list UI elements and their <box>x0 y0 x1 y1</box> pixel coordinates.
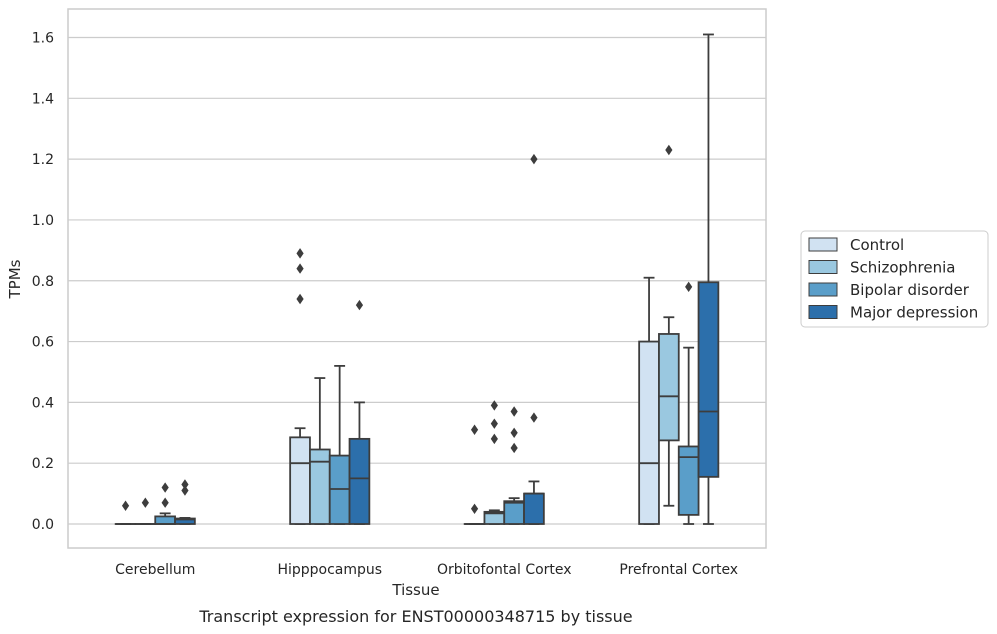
box-iqr <box>697 281 720 478</box>
box-iqr <box>309 448 331 525</box>
x-tick-label: Prefrontal Cortex <box>619 562 738 578</box>
box-iqr <box>523 492 545 525</box>
outlier-point <box>470 424 479 435</box>
outlier-point <box>510 427 518 438</box>
outlier-point <box>510 442 518 454</box>
y-tick-label: 1.2 <box>32 152 54 168</box>
outlier-point <box>161 497 169 508</box>
box-iqr <box>658 333 680 442</box>
legend-label: Bipolar disorder <box>850 281 970 299</box>
outlier-point <box>665 144 673 156</box>
chart-caption: Transcript expression for ENST0000034871… <box>198 607 632 626</box>
box-schizophrenia <box>658 144 680 507</box>
outlier-point <box>530 153 538 165</box>
outlier-point <box>490 418 498 429</box>
boxes <box>114 33 720 525</box>
x-tick-labels: Cerebellum Hipppocampus Orbitofontal Corte… <box>115 562 738 578</box>
y-tick-label: 0.8 <box>32 274 54 290</box>
box-major-depression <box>697 33 720 525</box>
legend-label: Major depression <box>850 304 978 322</box>
box-bipolar-disorder <box>503 406 525 525</box>
y-tick-label: 0.2 <box>32 456 54 472</box>
box-major-depression <box>348 299 371 525</box>
box-schizophrenia <box>483 400 506 525</box>
x-axis-title: Tissue <box>391 581 439 599</box>
box-control <box>638 276 660 525</box>
box-iqr <box>154 515 176 525</box>
legend-frame <box>800 230 989 328</box>
box-bipolar-disorder <box>328 364 351 525</box>
box-iqr <box>348 437 371 525</box>
legend-swatch <box>808 305 838 319</box>
box-iqr <box>638 340 660 525</box>
outlier-point <box>490 400 498 411</box>
y-tick-labels: 0.0 0.2 0.4 0.6 0.8 1.0 1.2 1.4 1.6 <box>32 31 54 534</box>
outlier-point <box>161 482 169 493</box>
box-schizophrenia <box>134 497 157 525</box>
legend-swatch <box>808 260 838 274</box>
legend-swatch <box>808 237 838 252</box>
y-tick-label: 0.0 <box>32 517 54 533</box>
y-tick-label: 1.4 <box>32 91 54 107</box>
box-iqr <box>174 517 196 525</box>
outlier-point <box>470 503 479 514</box>
box-iqr <box>503 500 525 525</box>
box-control <box>463 424 486 525</box>
y-tick-label: 1.0 <box>32 213 54 229</box>
box-iqr <box>677 445 700 516</box>
box-major-depression <box>523 153 545 525</box>
legend-label: Schizophrenia <box>850 259 955 277</box>
legend-swatch <box>808 282 838 297</box>
y-tick-label: 1.6 <box>32 31 54 47</box>
x-tick-label: Hipppocampus <box>277 562 382 578</box>
outlier-point <box>121 500 130 511</box>
box-control <box>289 248 311 525</box>
plot-frame <box>67 8 767 549</box>
box-major-depression <box>174 479 196 525</box>
y-axis-title: TPMs <box>6 259 24 299</box>
x-tick-label: Cerebellum <box>115 562 195 578</box>
box-control <box>114 500 137 525</box>
outlier-point <box>141 497 149 508</box>
outlier-point <box>490 433 498 445</box>
outlier-point <box>296 293 304 305</box>
outlier-point <box>530 412 538 423</box>
outlier-point <box>296 248 304 259</box>
grid-lines <box>68 36 766 525</box>
legend-label: Control <box>850 236 904 254</box>
box-bipolar-disorder <box>154 482 176 525</box>
y-tick-label: 0.6 <box>32 335 54 351</box>
box-schizophrenia <box>309 377 331 525</box>
legend: Control Schizophrenia Bipolar disorder Majo… <box>800 230 989 328</box>
outlier-point <box>181 479 189 490</box>
y-tick-label: 0.4 <box>32 395 54 411</box>
x-tick-label: Orbitofontal Cortex <box>437 562 572 578</box>
box-bipolar-disorder <box>677 281 700 525</box>
outlier-point <box>685 281 693 293</box>
box-iqr <box>289 436 311 525</box>
outlier-point <box>510 406 518 417</box>
outlier-point <box>296 263 304 274</box>
outlier-point <box>181 485 189 496</box>
outlier-point <box>355 299 364 311</box>
